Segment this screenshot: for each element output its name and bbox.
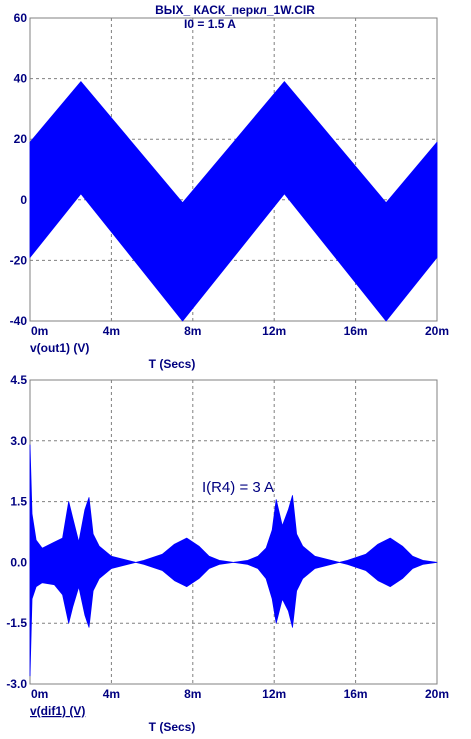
x-tick-label: 4m xyxy=(103,687,120,701)
chart-2: 4.5 3.0 1.5 0.0 -1.5 -3.0 0m 4m 8m 12m 16m 20m v(dif… xyxy=(6,373,449,734)
x-axis-label: T (Secs) xyxy=(149,720,196,734)
y-tick-label: 1.5 xyxy=(10,495,27,509)
y-axis-label: v(out1) (V) xyxy=(30,341,89,355)
y-tick-label: 20 xyxy=(14,132,28,146)
y-tick-label: 40 xyxy=(14,72,28,86)
y-tick-label: 4.5 xyxy=(10,373,27,387)
x-tick-label: 8m xyxy=(184,324,201,338)
y-tick-label: 0.0 xyxy=(10,555,27,569)
window-title: ВЫХ_ КАСК_перкл_1W.CIR xyxy=(155,3,315,17)
x-tick-label: 16m xyxy=(344,324,368,338)
x-axis-label: T (Secs) xyxy=(149,357,196,371)
x-tick-label: 0m xyxy=(31,687,48,701)
plot-frame xyxy=(29,379,438,685)
x-tick-label: 20m xyxy=(425,324,449,338)
y-tick-label: -1.5 xyxy=(6,616,27,630)
x-tick-label: 4m xyxy=(103,324,120,338)
plot-annotation: I(R4) = 3 A xyxy=(202,479,274,496)
x-tick-label: 8m xyxy=(184,687,201,701)
x-tick-label: 12m xyxy=(262,324,286,338)
y-axis-label: v(dif1) (V) xyxy=(30,704,85,718)
x-tick-label: 16m xyxy=(344,687,368,701)
y-tick-label: -20 xyxy=(10,253,28,267)
signal-trace-1 xyxy=(29,81,438,322)
y-tick-label: 60 xyxy=(14,11,28,25)
plot-annotation: I0 = 1.5 A xyxy=(184,17,236,31)
x-tick-label: 0m xyxy=(31,324,48,338)
y-tick-label: -40 xyxy=(10,314,28,328)
x-tick-label: 12m xyxy=(262,687,286,701)
y-tick-label: 3.0 xyxy=(10,434,27,448)
y-tick-label: -3.0 xyxy=(6,677,27,691)
x-tick-label: 20m xyxy=(425,687,449,701)
y-tick-label: 0 xyxy=(20,193,27,207)
signal-trace-2 xyxy=(29,444,438,677)
